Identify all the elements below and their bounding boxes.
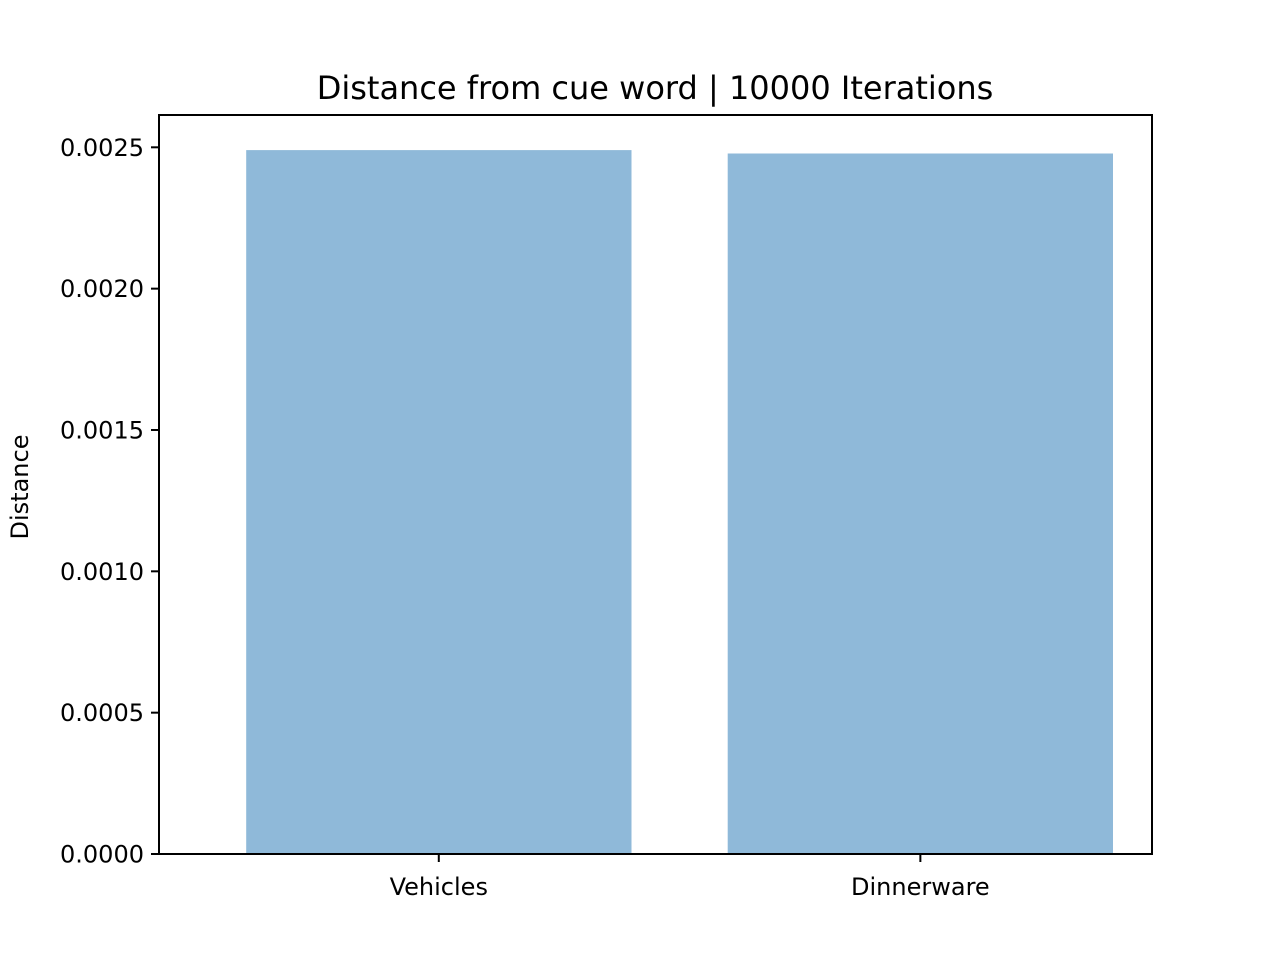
x-tick-label: Vehicles bbox=[390, 873, 488, 901]
y-axis: 0.0000 0.0005 0.0010 0.0015 0.0020 0.0025 bbox=[60, 134, 159, 869]
y-tick-label: 0.0020 bbox=[60, 275, 144, 303]
y-tick-label: 0.0025 bbox=[60, 134, 144, 162]
x-axis: Vehicles Dinnerware bbox=[390, 854, 990, 901]
y-tick-label: 0.0000 bbox=[60, 841, 144, 869]
bar-dinnerware bbox=[727, 153, 1113, 854]
y-tick-label: 0.0015 bbox=[60, 416, 144, 444]
chart-title: Distance from cue word | 10000 Iteration… bbox=[317, 69, 994, 107]
y-tick-label: 0.0005 bbox=[60, 699, 144, 727]
x-tick-label: Dinnerware bbox=[851, 873, 990, 901]
bars-layer bbox=[246, 150, 1113, 855]
y-tick-label: 0.0010 bbox=[60, 558, 144, 586]
y-axis-label: Distance bbox=[6, 435, 34, 540]
plot-frame bbox=[158, 114, 1153, 855]
bar-vehicles bbox=[246, 150, 632, 855]
